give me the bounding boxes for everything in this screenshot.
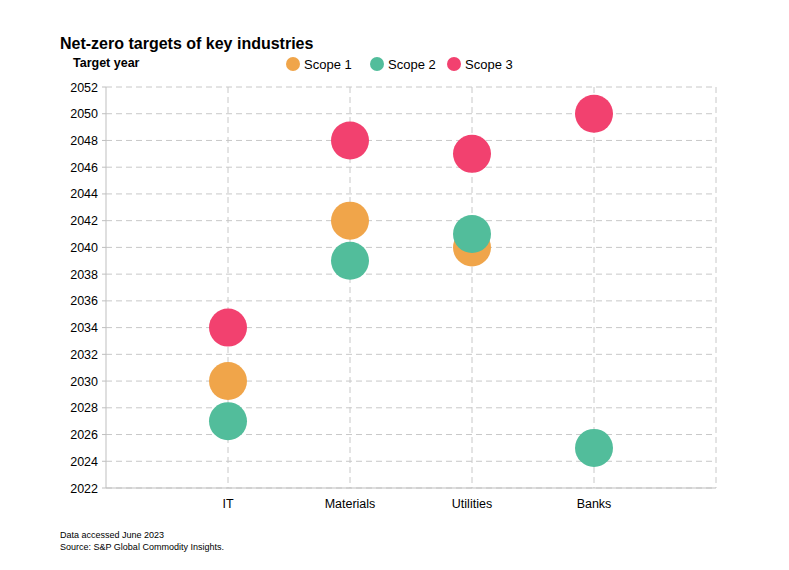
point [331,202,369,240]
y-tick [102,247,106,248]
y-tick-label: 2028 [70,401,98,415]
y-tick-label: 2034 [70,321,98,335]
y-grid-line [106,140,716,141]
y-tick-label: 2026 [70,428,98,442]
y-tick-label: 2038 [70,268,98,282]
y-tick-label: 2048 [70,134,98,148]
point [575,429,613,467]
y-tick [102,87,106,88]
y-grid-line [106,354,716,355]
x-tick-label: IT [222,497,233,511]
y-tick-label: 2042 [70,214,98,228]
marks [209,95,613,467]
y-tick-label: 2030 [70,375,98,389]
legend-marker [447,57,461,71]
y-axis [106,87,107,488]
point [331,242,369,280]
x-tick-label: Materials [325,497,376,511]
y-grid-line [106,461,716,462]
plot-frame [716,87,717,488]
y-grid-line [106,193,716,194]
y-tick [102,113,106,114]
note: Source: S&P Global Commodity Insights. [60,542,224,552]
legend-marker [370,57,384,71]
chart: Net-zero targets of key industries Target… [0,0,789,570]
point [575,95,613,133]
title: Net-zero targets of key industries [60,35,314,52]
y-tick [102,274,106,275]
y-grid-line [106,434,716,435]
y-tick [102,327,106,328]
legend-label: Scope 3 [465,57,513,72]
x-tick-label: Banks [577,497,612,511]
y-tick-label: 2022 [70,482,98,496]
y-tick-label: 2052 [70,81,98,95]
y-grid-line [106,381,716,382]
y-tick [102,220,106,221]
point [331,121,369,159]
y-tick [102,300,106,301]
y-grid-line [106,327,716,328]
y-tick [102,461,106,462]
y-grid-line [106,247,716,248]
y-tick [102,167,106,168]
y-grid-line [106,87,716,88]
legend-label: Scope 2 [388,57,436,72]
y-tick-label: 2046 [70,161,98,175]
note: Data accessed June 2023 [60,530,164,540]
y-grid-line [106,274,716,275]
y-tick-label: 2032 [70,348,98,362]
point [453,215,491,253]
y-tick-label: 2044 [70,187,98,201]
point [209,309,247,347]
y-grid-line [106,300,716,301]
y-grid-line [106,113,716,114]
grid [102,87,716,488]
y-tick [102,193,106,194]
y-grid-line [106,220,716,221]
y-tick-label: 2024 [70,455,98,469]
point [453,135,491,173]
background [0,0,789,570]
point [209,362,247,400]
y-grid-line [106,488,716,489]
x-tick-label: Utilities [452,497,492,511]
y-tick-label: 2040 [70,241,98,255]
legend-marker [286,57,300,71]
y-tick [102,407,106,408]
y-grid-line [106,167,716,168]
point [209,402,247,440]
y-tick [102,140,106,141]
y-tick-label: 2050 [70,107,98,121]
y-tick-label: 2036 [70,294,98,308]
y-tick [102,488,106,489]
x-grid-line [594,87,595,488]
y-axis-label: Target year [73,56,140,70]
y-tick [102,381,106,382]
y-grid-line [106,407,716,408]
legend-label: Scope 1 [304,57,352,72]
x-axis [106,488,716,489]
y-tick [102,354,106,355]
y-tick [102,434,106,435]
